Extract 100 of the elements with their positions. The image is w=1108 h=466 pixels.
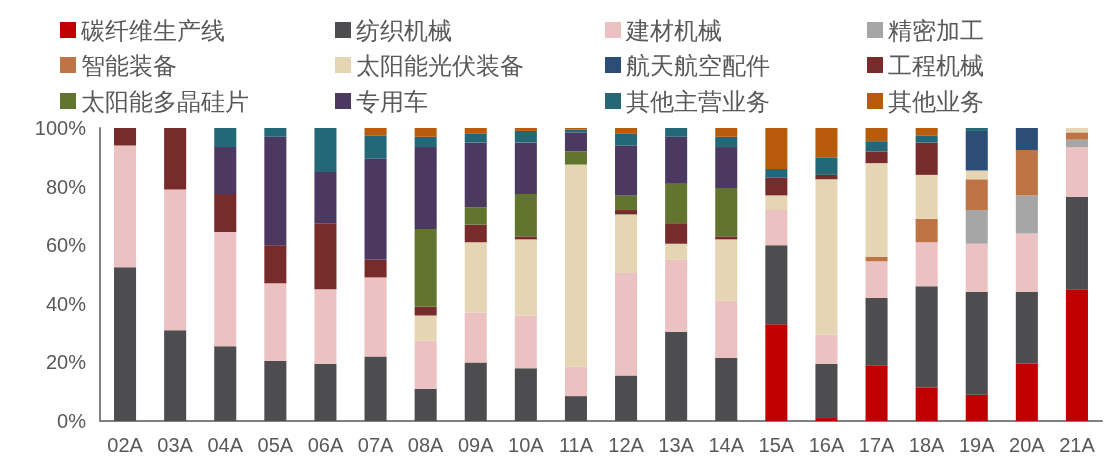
bar (665, 243, 688, 260)
bar (615, 145, 638, 196)
bar (514, 128, 537, 131)
bar (965, 243, 988, 293)
bar (915, 387, 938, 421)
bar (815, 334, 838, 364)
bar (214, 147, 237, 194)
bar (1015, 363, 1038, 421)
legend-label: 碳纤维生产线 (80, 16, 225, 44)
x-tick-label: 04A (207, 434, 244, 456)
x-tick-label: 12A (608, 434, 645, 456)
bar (715, 136, 738, 148)
bar (114, 145, 137, 268)
bar (1015, 233, 1038, 293)
bar (665, 259, 688, 332)
bar (665, 136, 688, 184)
bar (264, 283, 287, 361)
bar (414, 128, 437, 137)
bar (865, 141, 888, 152)
bar (364, 158, 387, 260)
x-tick-label: 17A (858, 434, 895, 456)
bar (615, 273, 638, 376)
bar (715, 128, 738, 137)
bar (715, 236, 738, 240)
bar (765, 128, 788, 170)
x-tick-label: 21A (1059, 434, 1096, 456)
bar (214, 193, 237, 233)
bar (514, 239, 537, 316)
bar (314, 171, 337, 224)
bar (464, 312, 487, 363)
bar (464, 362, 487, 421)
bar (314, 363, 337, 421)
x-tick-label: 15A (758, 434, 795, 456)
x-tick-label: 09A (457, 434, 495, 456)
bar (715, 147, 738, 189)
x-tick-label: 20A (1009, 434, 1046, 456)
bar (564, 366, 587, 397)
bar (1065, 128, 1088, 133)
y-tick-label: 100% (34, 117, 87, 139)
bar (815, 157, 838, 175)
legend-label: 航天航空配件 (626, 51, 770, 79)
x-tick-label: 02A (107, 434, 144, 456)
x-tick-label: 06A (307, 434, 344, 456)
bar (765, 177, 788, 196)
bar (765, 324, 788, 421)
bar (164, 128, 187, 190)
bar (665, 223, 688, 244)
bar (514, 193, 537, 237)
bar (514, 236, 537, 240)
bar (1065, 132, 1088, 140)
bar (564, 164, 587, 367)
bar (114, 267, 137, 421)
bar (715, 300, 738, 359)
bar (414, 306, 437, 316)
bar (114, 128, 137, 146)
bar (665, 331, 688, 421)
bar (564, 151, 587, 165)
bar (364, 259, 387, 278)
bar (1065, 289, 1088, 421)
bar (414, 136, 437, 148)
bar (464, 242, 487, 313)
bar (1015, 195, 1038, 234)
x-tick-label: 07A (357, 434, 394, 456)
bar (314, 223, 337, 290)
legend-label: 专用车 (356, 87, 428, 115)
bar (164, 189, 187, 331)
bar (1015, 292, 1038, 364)
legend-label: 太阳能多晶硅片 (81, 87, 249, 115)
y-tick-label: 80% (45, 175, 87, 198)
bar (915, 128, 938, 136)
bar (765, 169, 788, 178)
bar (765, 195, 788, 211)
bar (264, 128, 287, 137)
legend-label: 其他业务 (888, 87, 984, 115)
x-tick-label: 18A (908, 434, 946, 456)
x-tick-label: 14A (708, 434, 745, 456)
x-tick-label: 16A (808, 434, 845, 456)
bar (815, 418, 838, 421)
bar (665, 128, 688, 137)
bar (665, 183, 688, 224)
bar (965, 210, 988, 244)
bar (1015, 128, 1038, 150)
bar (965, 128, 988, 131)
bar (414, 388, 437, 421)
bar (865, 297, 888, 366)
bar (815, 179, 838, 335)
bar (965, 292, 988, 395)
bar (314, 128, 337, 172)
bar (464, 224, 487, 243)
bar (564, 132, 587, 152)
bar (965, 130, 988, 171)
bar (364, 135, 387, 159)
bar (915, 286, 938, 388)
bar (414, 147, 437, 230)
bar (464, 142, 487, 208)
bar (414, 315, 437, 341)
bar (364, 356, 387, 421)
legend-label: 其他主营业务 (626, 87, 770, 115)
bar (715, 188, 738, 237)
bar (965, 170, 988, 180)
